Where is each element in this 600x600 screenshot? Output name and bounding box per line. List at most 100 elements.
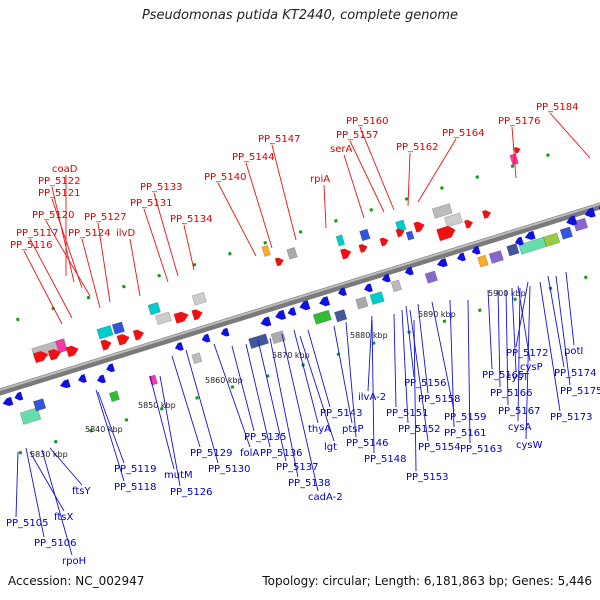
gene-block-lower-4	[191, 352, 203, 365]
kbp-tick-label: 5870 kbp	[272, 351, 310, 360]
gene-block-lower-18-rect	[559, 226, 574, 240]
leader-line-bottom	[449, 299, 455, 428]
plus-strand-arrow-2-shape	[65, 345, 79, 358]
gene-block-upper-2-rect	[96, 325, 114, 340]
gene-block-upper-5-rect	[155, 311, 172, 326]
leader-line-bottom	[539, 281, 561, 412]
gene-block-lower-12	[424, 270, 438, 284]
gene-block-lower-19-rect	[572, 217, 589, 232]
gene-block-lower-1	[32, 398, 47, 412]
page-title: Pseudomonas putida KT2440, complete geno…	[141, 8, 459, 23]
minus-strand-arrow-12	[299, 300, 311, 311]
minus-strand-arrow-13	[319, 296, 331, 307]
plus-strand-arrow-4	[116, 334, 130, 346]
gene-label-bottom: PP_5172	[506, 348, 549, 359]
gene-label-bottom: PP_5165	[482, 370, 525, 381]
gene-label-bottom: ptsP	[342, 424, 364, 435]
gene-label-bottom: PP_5153	[406, 472, 449, 483]
gene-label-bottom: folA	[240, 448, 259, 459]
plus-strand-arrow-6-shape	[173, 311, 189, 324]
minus-strand-arrow-6	[174, 342, 184, 351]
plus-strand-arrow-6	[173, 311, 189, 324]
gene-label-top: PP_5131	[130, 198, 173, 209]
leader-line-bottom	[417, 303, 429, 394]
gene-label-bottom: PP_5105	[6, 518, 49, 529]
leader-line-top	[97, 222, 111, 303]
leader-line-bottom	[333, 325, 353, 424]
minus-strand-arrow-14	[337, 287, 347, 297]
gene-label-bottom: potI	[564, 346, 583, 357]
leader-line-top	[323, 184, 327, 229]
minus-strand-arrow-12-shape	[299, 300, 311, 311]
plus-strand-arrow-16	[482, 210, 491, 219]
minus-strand-arrow-13-shape	[319, 296, 331, 307]
minus-strand-arrow-3	[78, 374, 87, 383]
gene-label-bottom: PP_5146	[346, 438, 389, 449]
accession-text: Accession: NC_002947	[8, 574, 145, 588]
plus-strand-arrow-8-shape	[274, 257, 284, 267]
plus-strand-arrow-10-shape	[358, 244, 368, 253]
leader-line-bottom	[185, 349, 219, 464]
gene-label-bottom: PP_5159	[444, 412, 487, 423]
gene-label-bottom: cysA	[508, 422, 532, 433]
leader-line-bottom	[159, 375, 181, 487]
minus-strand-arrow-24	[584, 207, 596, 218]
plus-strand-arrow-11-shape	[379, 237, 389, 247]
gene-block-upper-12	[405, 230, 415, 241]
gene-label-top: PP_5176	[498, 116, 541, 127]
gene-block-lower-6-rect	[270, 330, 286, 345]
leader-line-bottom	[257, 339, 287, 462]
gene-block-upper-7-rect	[261, 244, 271, 257]
minus-strand-arrow-23	[566, 215, 578, 226]
gene-block-lower-10	[369, 291, 385, 306]
gene-label-top: PP_5121	[38, 188, 81, 199]
gene-label-top: PP_5127	[84, 212, 127, 223]
gene-block-lower-14-rect	[488, 250, 504, 264]
leader-line-bottom	[467, 299, 471, 444]
gene-block-upper-4-rect	[147, 301, 161, 316]
kbp-tick-label: 5840 kbp	[85, 425, 123, 434]
gene-label-top: PP_5116	[10, 240, 53, 251]
plus-strand-arrow-13-shape	[413, 221, 425, 233]
leader-line-bottom	[555, 275, 571, 386]
minus-strand-arrow-18-shape	[436, 258, 448, 268]
minus-strand-arrow-1	[14, 391, 24, 401]
minus-strand-arrow-8-shape	[220, 327, 230, 337]
plus-strand-arrow-17-shape	[513, 147, 521, 154]
gene-block-upper-12-rect	[405, 230, 415, 241]
minus-strand-arrow-1-shape	[14, 391, 24, 401]
plus-strand-arrow-5	[132, 329, 144, 341]
gene-block-lower-9-rect	[355, 296, 369, 310]
leader-line-bottom	[171, 355, 201, 448]
minus-strand-arrow-21-shape	[514, 236, 524, 246]
minus-strand-arrow-22	[524, 230, 536, 240]
gene-label-bottom: PP_5137	[276, 462, 319, 473]
minus-strand-arrow-11	[287, 307, 297, 316]
gene-block-lower-13	[477, 254, 489, 268]
leader-line-bottom	[41, 449, 73, 556]
leader-line-bottom	[371, 319, 375, 454]
plus-strand-arrow-12-shape	[395, 228, 405, 238]
leader-line-bottom	[95, 389, 125, 482]
leader-line-bottom	[565, 271, 575, 346]
gene-label-top: ilvD	[116, 228, 135, 239]
gene-block-upper-2	[96, 325, 114, 340]
gene-label-top: PP_5124	[68, 228, 111, 239]
leader-line-top	[183, 224, 195, 271]
gene-block-upper-4	[147, 301, 161, 316]
minus-strand-arrow-3-shape	[78, 374, 87, 383]
gene-label-top: PP_5144	[232, 152, 275, 163]
minus-strand-arrow-15	[364, 283, 373, 293]
minus-strand-arrow-16-shape	[381, 273, 391, 283]
leader-line-bottom	[281, 333, 319, 492]
gene-block-lower-7-rect	[312, 309, 332, 325]
gene-label-top: serA	[330, 144, 352, 155]
minus-strand-arrow-2	[59, 379, 71, 389]
gene-label-bottom: PP_5174	[554, 368, 597, 379]
gene-label-bottom: PP_5173	[550, 412, 593, 423]
plus-strand-arrow-0-shape	[33, 351, 48, 364]
gene-label-bottom: cysW	[516, 440, 543, 451]
gene-block-lower-2	[108, 390, 120, 403]
gene-label-top: PP_5147	[258, 134, 301, 145]
